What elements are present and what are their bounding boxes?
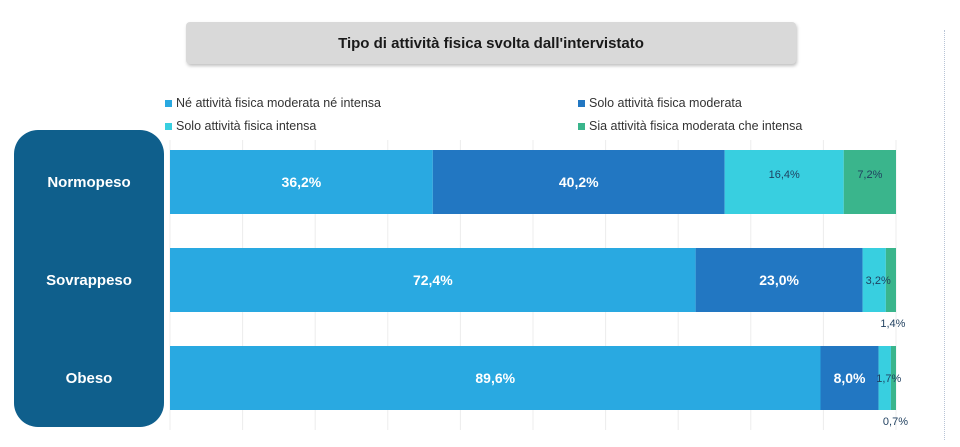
data-label: 36,2%: [282, 174, 322, 190]
legend-swatch: [165, 122, 172, 130]
legend-swatch: [578, 122, 585, 130]
bar-segment: [890, 346, 896, 410]
bars: [170, 150, 896, 410]
bar-segment: [432, 150, 725, 214]
bar-segment: [820, 346, 879, 410]
bar-segment: [843, 150, 896, 214]
category-label-obeso: Obeso: [65, 370, 113, 387]
bar-segment: [724, 150, 844, 214]
page-edge-divider: [944, 30, 948, 440]
data-label: 7,2%: [857, 169, 882, 181]
data-label: 3,2%: [866, 275, 891, 287]
legend-label: Sia attività fisica moderata che intensa: [589, 119, 803, 133]
category-label-sovrappeso: Sovrappeso: [46, 272, 132, 289]
data-label: 16,4%: [769, 169, 800, 181]
data-label: 1,4%: [880, 318, 905, 330]
data-label: 89,6%: [475, 370, 515, 386]
bar-segment: [170, 248, 696, 312]
data-label: 23,0%: [759, 272, 799, 288]
legend-swatch: [165, 99, 172, 107]
legend-swatch: [578, 99, 585, 107]
data-label: 1,7%: [876, 373, 901, 385]
bar-segment: [885, 248, 896, 312]
legend-item-moderate: Solo attività fisica moderata: [578, 96, 742, 110]
legend-label: Solo attività fisica moderata: [589, 96, 742, 110]
chart-title-text: Tipo di attività fisica svolta dall'inte…: [338, 34, 644, 52]
bar-segment: [695, 248, 863, 312]
bar-segment: [170, 150, 433, 214]
category-label-normopeso: Normopeso: [47, 174, 131, 191]
category-panel: [14, 130, 164, 427]
chart-title: Tipo di attività fisica svolta dall'inte…: [186, 22, 796, 64]
legend-label: Solo attività fisica intensa: [176, 119, 317, 133]
data-label: 72,4%: [413, 272, 453, 288]
legend-item-none: Né attività fisica moderata né intensa: [165, 96, 381, 110]
data-label: 40,2%: [559, 174, 599, 190]
bar-segment: [878, 346, 891, 410]
data-labels: 36,2% 40,2% 16,4% 7,2% 72,4% 23,0% 3,2% 1,4% 89,…: [282, 169, 909, 428]
data-label: 8,0%: [834, 370, 866, 386]
data-label: 0,7%: [883, 416, 908, 428]
legend-label: Né attività fisica moderata né intensa: [176, 96, 381, 110]
bar-segment: [862, 248, 886, 312]
legend-item-both: Sia attività fisica moderata che intensa: [578, 119, 802, 133]
legend-item-intense: Solo attività fisica intensa: [165, 119, 316, 133]
bar-segment: [170, 346, 821, 410]
